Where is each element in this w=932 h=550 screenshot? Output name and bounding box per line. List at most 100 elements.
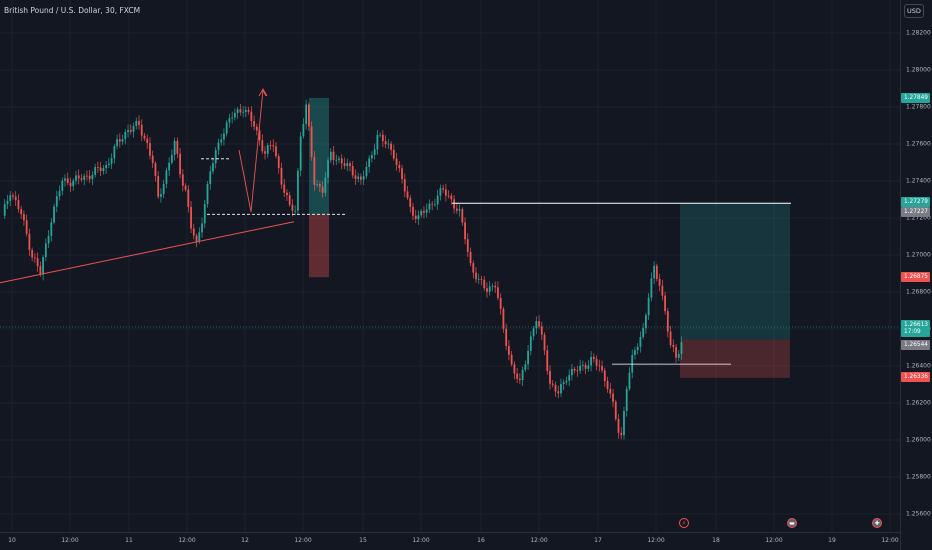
candle-body	[20, 209, 23, 215]
candle	[598, 359, 601, 372]
price-chart[interactable]	[0, 0, 900, 532]
candle	[414, 209, 417, 224]
candle	[94, 163, 97, 178]
candle-body	[132, 126, 135, 132]
candle	[86, 170, 88, 181]
projection-arrowhead	[258, 88, 268, 97]
price-tick: 1.27400	[906, 177, 931, 185]
candle-body	[190, 206, 192, 229]
candle-body	[434, 204, 436, 206]
candle-body	[264, 151, 266, 154]
candle-body	[277, 156, 280, 168]
time-axis[interactable]	[0, 532, 900, 550]
candle	[540, 321, 543, 341]
candle	[634, 346, 636, 360]
trendline	[0, 221, 295, 284]
candle-body	[140, 124, 143, 136]
candle	[401, 164, 403, 184]
candle-body	[31, 250, 34, 258]
candle	[409, 194, 412, 213]
candle	[14, 191, 17, 206]
candle	[140, 119, 143, 142]
candle-body	[247, 110, 250, 112]
candle	[571, 363, 573, 381]
candle-body	[639, 337, 642, 347]
candle-body	[609, 388, 612, 394]
position-zones	[309, 97, 790, 378]
candle	[332, 145, 335, 166]
candle-body	[666, 311, 669, 332]
candle-body	[69, 182, 72, 187]
candle-body	[209, 171, 212, 185]
lightning-event-icon[interactable]: ⚡	[679, 518, 689, 528]
candle	[412, 202, 414, 221]
candle	[324, 171, 327, 197]
candle-body	[373, 149, 376, 155]
candle	[447, 190, 450, 199]
uk-flag-event-icon[interactable]: ✚	[872, 518, 882, 528]
candle	[116, 134, 118, 150]
candle-body	[499, 297, 502, 309]
time-tick: 12:00	[881, 537, 899, 544]
candle-body	[217, 142, 220, 151]
highlight-box-down	[309, 214, 329, 278]
candle-body	[538, 321, 540, 327]
candle-body	[214, 150, 217, 164]
candle	[606, 376, 609, 393]
candle-body	[560, 384, 562, 394]
price-tick: 1.26800	[906, 288, 931, 296]
candle-body	[620, 432, 623, 436]
candle-body	[362, 176, 365, 180]
candle-body	[105, 165, 108, 169]
candle	[25, 214, 28, 237]
candle-body	[195, 235, 198, 242]
candle-body	[376, 134, 379, 150]
candle	[568, 369, 571, 386]
candle	[343, 157, 346, 170]
candle-body	[242, 111, 245, 113]
currency-button[interactable]: USD	[904, 4, 924, 18]
candle	[283, 178, 286, 197]
candle-body	[420, 210, 423, 216]
candle	[129, 124, 132, 135]
candle-body	[12, 195, 14, 197]
candle	[617, 413, 620, 439]
price-tick: 1.27200	[906, 214, 931, 222]
candle-body	[442, 188, 445, 190]
candle	[403, 173, 406, 198]
candle-body	[576, 370, 579, 372]
candle-body	[625, 388, 628, 411]
candle-body	[36, 258, 39, 267]
candle	[450, 193, 453, 205]
candle	[17, 194, 20, 213]
projection-path	[238, 88, 267, 213]
candle	[423, 206, 425, 219]
entry-price-label: 1.26544	[901, 340, 930, 350]
candle-body	[146, 138, 149, 144]
candle	[91, 171, 94, 186]
candle	[146, 134, 149, 149]
candle-body	[305, 104, 308, 125]
candle	[524, 360, 527, 372]
candle	[201, 217, 203, 238]
candle	[247, 106, 250, 115]
candle	[149, 137, 151, 160]
candle	[620, 426, 623, 440]
candle-body	[392, 149, 395, 159]
candle	[53, 203, 55, 225]
candle-body	[332, 151, 335, 160]
candle-body	[346, 163, 349, 166]
us-flag-event-icon[interactable]: ▬	[787, 518, 797, 528]
candle	[239, 104, 242, 116]
candle-body	[94, 167, 97, 175]
candle-body	[236, 109, 239, 113]
price-tick: 1.28200	[906, 29, 931, 37]
candle-body	[529, 336, 532, 351]
candle	[483, 276, 486, 291]
candle-body	[497, 287, 499, 298]
candle-body	[554, 384, 557, 392]
candle	[313, 151, 316, 191]
candle-body	[450, 195, 453, 200]
candle	[491, 283, 494, 292]
candle	[398, 161, 401, 173]
